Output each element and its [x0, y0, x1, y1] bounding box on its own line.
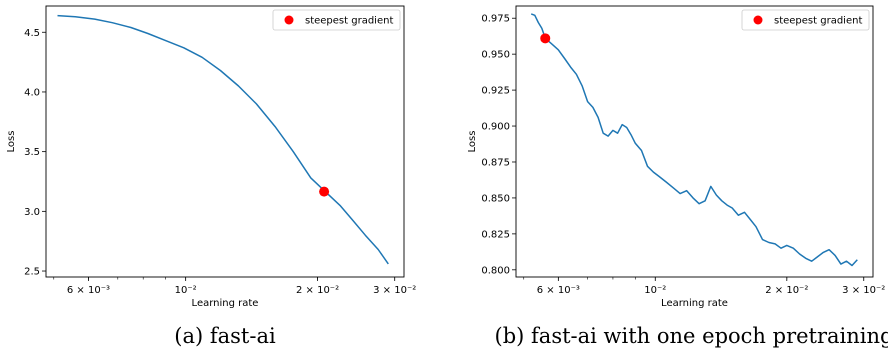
- y-tick-label: 4.0: [24, 87, 40, 98]
- x-tick-label: 10⁻²: [644, 285, 666, 296]
- legend-marker: [753, 15, 763, 25]
- y-axis-label: Loss: [6, 131, 17, 153]
- x-tick-label: 3 × 10⁻²: [842, 285, 885, 296]
- legend-label: steepest gradient: [305, 16, 393, 27]
- x-axis-label: Learning rate: [661, 298, 728, 309]
- steepest-gradient-point: [540, 33, 551, 44]
- y-tick-label: 0.875: [481, 157, 510, 168]
- y-tick-label: 0.950: [481, 50, 510, 61]
- y-tick-label: 0.850: [481, 193, 510, 204]
- panel-caption: (a) fast-ai: [174, 324, 276, 348]
- plot-area-frame: [45, 5, 405, 278]
- y-tick-label: 0.900: [481, 122, 510, 133]
- y-tick-label: 3.5: [24, 147, 40, 158]
- y-tick-label: 0.800: [481, 265, 510, 276]
- x-tick-label: 3 × 10⁻²: [373, 285, 416, 296]
- legend-box: [272, 9, 401, 31]
- y-tick-label: 0.925: [481, 86, 510, 97]
- legend-marker: [284, 15, 294, 25]
- y-tick-label: 0.975: [481, 14, 510, 25]
- x-tick-label: 6 × 10⁻³: [67, 285, 110, 296]
- y-tick-label: 2.5: [24, 267, 40, 278]
- legend-label: steepest gradient: [774, 16, 862, 27]
- y-tick-label: 4.5: [24, 28, 40, 39]
- legend-box: [741, 9, 870, 31]
- y-tick-label: 3.0: [24, 207, 40, 218]
- y-tick-label: 0.825: [481, 229, 510, 240]
- chart-panel-b: 0.800 0.825 0.850 0.875 0.900 0.925 0.950 0.975…: [467, 5, 888, 348]
- steepest-gradient-point: [319, 186, 330, 197]
- chart-panel-a: 2.5 3.0 3.5 4.0 4.5 6 × 10⁻³ 10⁻² 2 × 10⁻² 3 × 1…: [6, 5, 416, 348]
- plot-area-frame: [515, 5, 874, 278]
- loss-curve-line: [57, 14, 389, 265]
- x-tick-label: 2 × 10⁻²: [296, 285, 339, 296]
- x-tick-label: 10⁻²: [175, 285, 197, 296]
- y-axis-label: Loss: [467, 131, 478, 153]
- panel-caption: (b) fast-ai with one epoch pretraining: [495, 324, 888, 348]
- x-axis-label: Learning rate: [192, 298, 259, 309]
- loss-curve-line: [530, 13, 858, 267]
- x-tick-label: 2 × 10⁻²: [765, 285, 808, 296]
- x-tick-label: 6 × 10⁻³: [537, 285, 580, 296]
